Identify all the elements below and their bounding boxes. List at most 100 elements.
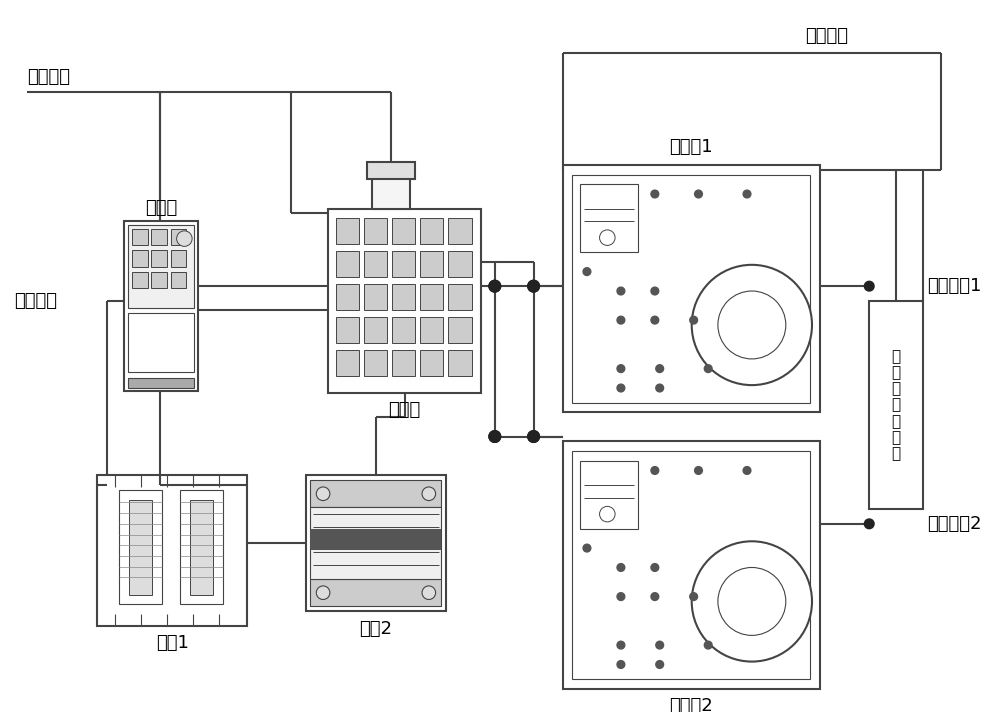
Circle shape [864,281,874,291]
Circle shape [651,287,659,295]
Bar [151,251,167,267]
Bar [580,461,638,529]
Bar [129,500,152,595]
Circle shape [316,487,330,501]
Bar [171,271,186,288]
Text: 调压控制: 调压控制 [27,68,70,86]
Bar [392,318,415,343]
Text: 变压器2: 变压器2 [669,697,713,712]
Bar [124,221,198,391]
Circle shape [743,190,751,198]
Bar [420,284,443,310]
Circle shape [583,544,591,552]
Circle shape [651,316,659,324]
Bar [572,174,810,402]
Circle shape [656,365,664,372]
Text: 电感2: 电感2 [359,619,392,638]
Circle shape [617,592,625,600]
Bar [364,219,387,244]
Bar [128,313,194,372]
Bar [572,451,810,679]
Bar [448,318,472,343]
Bar [336,219,359,244]
Circle shape [177,231,192,246]
Circle shape [704,642,712,649]
Circle shape [651,592,659,600]
Circle shape [600,230,615,246]
Bar [420,251,443,278]
Circle shape [692,541,812,661]
Circle shape [617,384,625,392]
Bar [367,162,415,179]
Bar [171,229,186,246]
Circle shape [422,586,436,600]
Bar [128,225,194,308]
Circle shape [617,287,625,295]
Bar [119,490,162,604]
Circle shape [617,661,625,669]
Circle shape [743,466,751,474]
Text: 等
离
子
体
发
生
器: 等 离 子 体 发 生 器 [891,349,900,461]
Bar [364,318,387,343]
Bar [420,219,443,244]
Bar [580,184,638,252]
Circle shape [617,365,625,372]
Bar [151,271,167,288]
Bar [306,476,446,611]
Bar [310,579,441,607]
Circle shape [692,265,812,385]
Circle shape [704,365,712,372]
Bar [392,219,415,244]
Bar [372,174,410,209]
Bar [364,284,387,310]
Circle shape [489,281,501,292]
Circle shape [316,586,330,600]
Text: 高压测量: 高压测量 [805,27,848,45]
Bar [336,284,359,310]
Circle shape [651,466,659,474]
Text: 变压器: 变压器 [388,402,421,419]
Bar [563,441,820,689]
Bar [132,251,148,267]
Circle shape [528,281,539,292]
Circle shape [864,519,874,529]
Bar [171,251,186,267]
Circle shape [718,291,786,359]
Bar [869,300,923,509]
Bar [310,508,441,579]
Bar [448,284,472,310]
Circle shape [651,190,659,198]
Circle shape [422,487,436,501]
Bar [151,229,167,246]
Bar [328,209,481,393]
Circle shape [583,268,591,276]
Circle shape [617,642,625,649]
Bar [448,219,472,244]
Bar [97,476,247,626]
Circle shape [656,384,664,392]
Circle shape [690,592,698,600]
Circle shape [695,190,702,198]
Circle shape [528,431,539,442]
Bar [392,251,415,278]
Circle shape [651,564,659,571]
Bar [392,350,415,377]
Bar [180,490,223,604]
Circle shape [528,281,539,292]
Circle shape [656,661,664,669]
Bar [364,251,387,278]
Bar [190,500,213,595]
Bar [336,350,359,377]
Circle shape [489,431,501,442]
Bar [310,480,441,508]
Circle shape [617,564,625,571]
Bar [448,350,472,377]
Bar [336,251,359,278]
Circle shape [695,466,702,474]
Bar [364,350,387,377]
Circle shape [489,431,501,442]
Text: 高压输出1: 高压输出1 [927,277,982,295]
Bar [310,529,441,550]
Text: 高压输出2: 高压输出2 [927,515,982,533]
Circle shape [617,316,625,324]
